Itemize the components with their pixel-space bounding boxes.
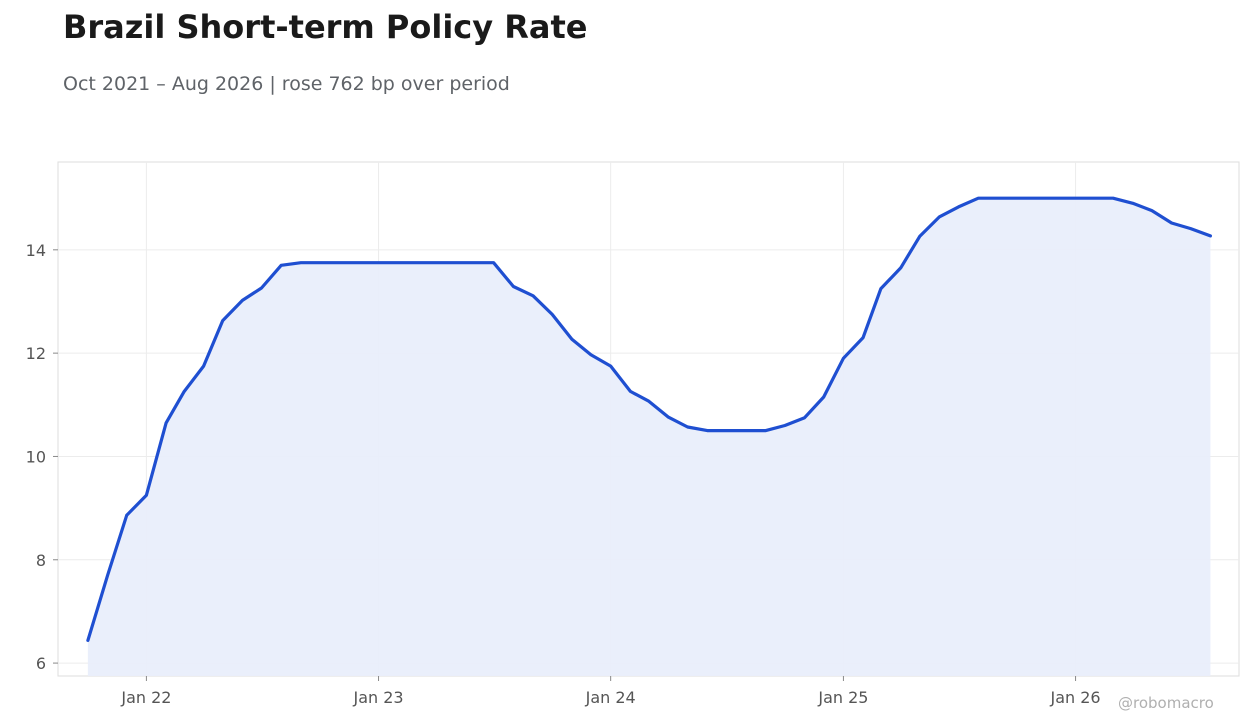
x-tick-label: Jan 26: [1050, 688, 1101, 707]
y-tick-label: 14: [26, 241, 46, 260]
x-tick-label: Jan 25: [817, 688, 868, 707]
chart-title: Brazil Short-term Policy Rate: [63, 8, 588, 46]
y-tick-label: 10: [26, 447, 46, 466]
x-tick-label: Jan 22: [120, 688, 171, 707]
series-line: [86, 196, 1212, 642]
series-area: [87, 198, 1211, 676]
y-axis: 6 8 10 12 14: [26, 241, 58, 673]
chart-subtitle: Oct 2021 – Aug 2026 | rose 762 bp over p…: [63, 73, 510, 95]
y-tick-label: 6: [36, 654, 46, 673]
credit-watermark: @robomacro: [1118, 694, 1214, 712]
y-tick-label: 8: [36, 551, 46, 570]
y-tick-label: 12: [26, 344, 46, 363]
x-tick-label: Jan 24: [585, 688, 636, 707]
x-tick-label: Jan 23: [352, 688, 403, 707]
series-layer: [86, 196, 1212, 676]
x-axis: Jan 22 Jan 23 Jan 24 Jan 25 Jan 26: [120, 676, 1101, 707]
